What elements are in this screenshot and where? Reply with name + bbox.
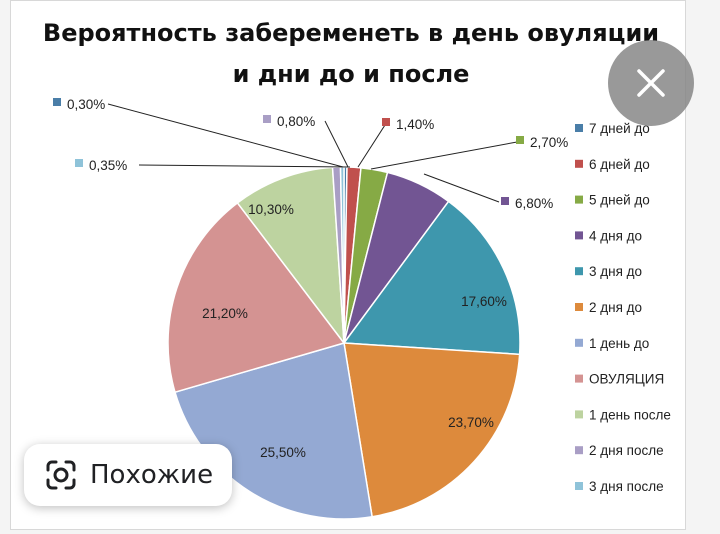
legend-swatch-0	[575, 124, 583, 132]
legend-swatch-5	[575, 303, 583, 311]
legend-label-7: ОВУЛЯЦИЯ	[589, 372, 664, 387]
legend-label-3: 4 дня до	[589, 228, 642, 243]
leader-line-9	[324, 120, 349, 168]
slice-label-2: 2,70%	[530, 135, 568, 150]
legend-swatch-9	[575, 446, 583, 455]
label-marker-0	[53, 98, 61, 106]
close-icon	[637, 69, 665, 97]
legend-swatch-3	[575, 231, 583, 240]
pie-slice-7	[167, 201, 346, 394]
legend-swatch-8	[575, 410, 583, 419]
legend-swatch-7	[575, 374, 583, 383]
close-button[interactable]	[608, 40, 694, 126]
legend-label-10: 3 дня после	[589, 479, 664, 494]
leader-line-10	[138, 164, 351, 168]
chart-title-line-1: Вероятность забеременеть в день овуляции	[43, 19, 659, 47]
legend-label-9: 2 дня после	[589, 443, 664, 458]
pie-chart: Вероятность забеременеть в день овуляции…	[43, 19, 671, 520]
slice-label-0: 0,30%	[67, 97, 105, 112]
slice-label-3: 6,80%	[515, 196, 553, 211]
legend-swatch-4	[575, 267, 583, 276]
slice-label-4: 17,60%	[461, 294, 507, 309]
lens-icon	[46, 460, 76, 490]
pie-slice-8	[236, 166, 345, 346]
legend-swatch-2	[575, 195, 583, 204]
similar-button[interactable]: Похожие	[24, 444, 232, 506]
slice-label-1: 1,40%	[396, 117, 434, 132]
legend-label-5: 2 дня до	[589, 300, 642, 315]
leader-line-0	[107, 103, 344, 168]
legend-label-6: 1 день до	[589, 336, 649, 351]
label-marker-1	[382, 118, 390, 126]
leader-line-2	[370, 141, 518, 170]
label-marker-9	[263, 115, 271, 123]
legend-label-1: 6 дней до	[589, 157, 650, 172]
similar-label: Похожие	[90, 460, 214, 490]
label-marker-3	[501, 197, 509, 205]
pie-slice-6	[174, 342, 373, 520]
pie-slice-5	[343, 342, 521, 518]
legend-swatch-1	[575, 159, 583, 168]
slice-label-5: 23,70%	[448, 415, 494, 430]
leader-line-3	[423, 173, 500, 203]
legend-label-2: 5 дней до	[589, 193, 650, 208]
pie-slice-4	[342, 200, 521, 356]
slice-label-6: 25,50%	[260, 445, 306, 460]
slice-label-9: 0,80%	[277, 114, 315, 129]
slice-label-7: 21,20%	[202, 306, 248, 321]
legend-label-4: 3 дня до	[589, 264, 642, 279]
slice-label-10: 0,35%	[89, 158, 127, 173]
label-marker-2	[516, 136, 524, 144]
slice-label-8: 10,30%	[248, 202, 294, 217]
legend-swatch-6	[575, 338, 583, 347]
label-marker-10	[75, 159, 83, 167]
chart-card: Вероятность забеременеть в день овуляции…	[10, 0, 686, 530]
leader-line-1	[357, 124, 386, 168]
legend-swatch-10	[575, 482, 583, 490]
legend-label-8: 1 день после	[589, 407, 671, 422]
chart-title-line-2: и дни до и после	[233, 60, 470, 88]
legend-label-0: 7 дней до	[589, 121, 650, 136]
